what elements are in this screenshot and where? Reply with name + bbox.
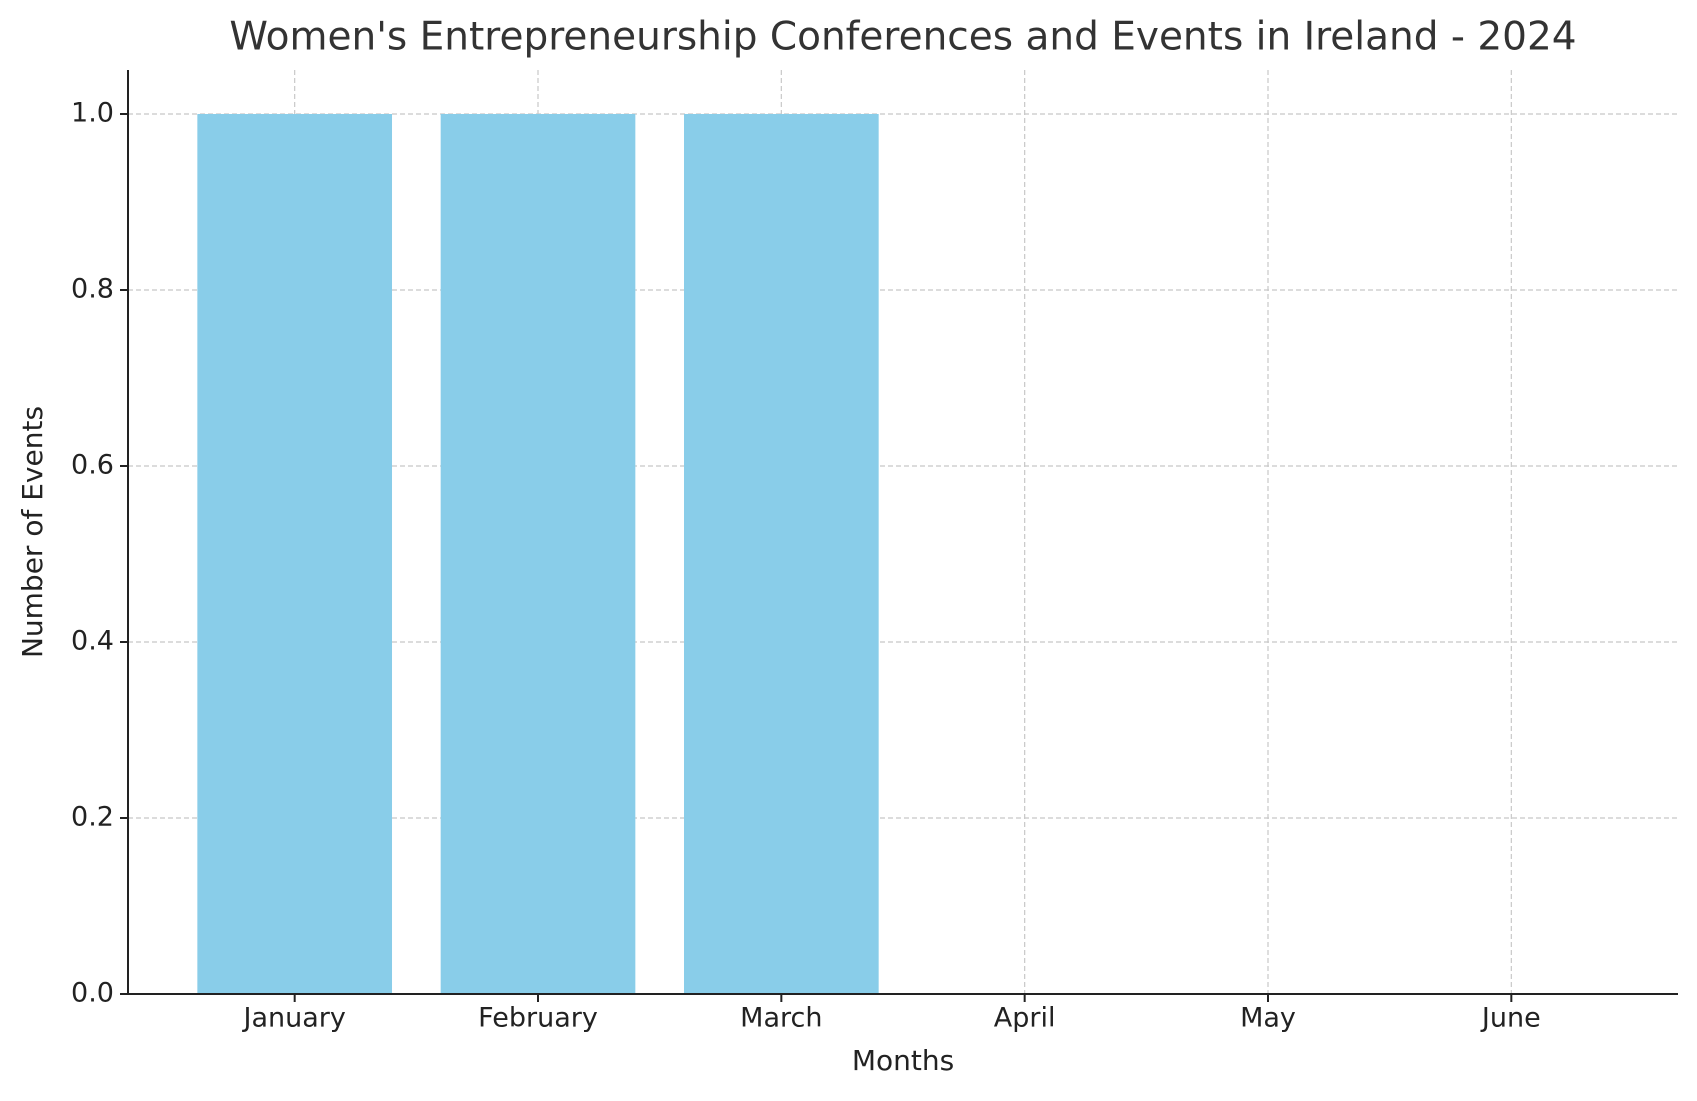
bar bbox=[684, 114, 879, 994]
y-tick-label: 0.6 bbox=[71, 450, 114, 481]
x-tick-label: May bbox=[1240, 1003, 1296, 1034]
bar bbox=[440, 114, 636, 994]
x-tick-label: March bbox=[740, 1003, 822, 1034]
y-tick-label: 0.2 bbox=[71, 802, 114, 833]
x-tick-label: February bbox=[478, 1003, 598, 1034]
y-tick-label: 0.0 bbox=[71, 978, 114, 1009]
x-tick-label: June bbox=[1480, 1003, 1541, 1034]
y-tick-label: 1.0 bbox=[71, 98, 114, 129]
y-tick-label: 0.8 bbox=[71, 274, 114, 305]
x-tick-label: January bbox=[242, 1003, 346, 1034]
y-tick-label: 0.4 bbox=[71, 626, 114, 657]
bar bbox=[197, 114, 393, 994]
chart-title: Women's Entrepreneurship Conferences and… bbox=[229, 15, 1576, 60]
x-axis-label: Months bbox=[852, 1044, 954, 1077]
x-tick-label: April bbox=[994, 1003, 1056, 1034]
y-axis-label: Number of Events bbox=[16, 406, 49, 658]
